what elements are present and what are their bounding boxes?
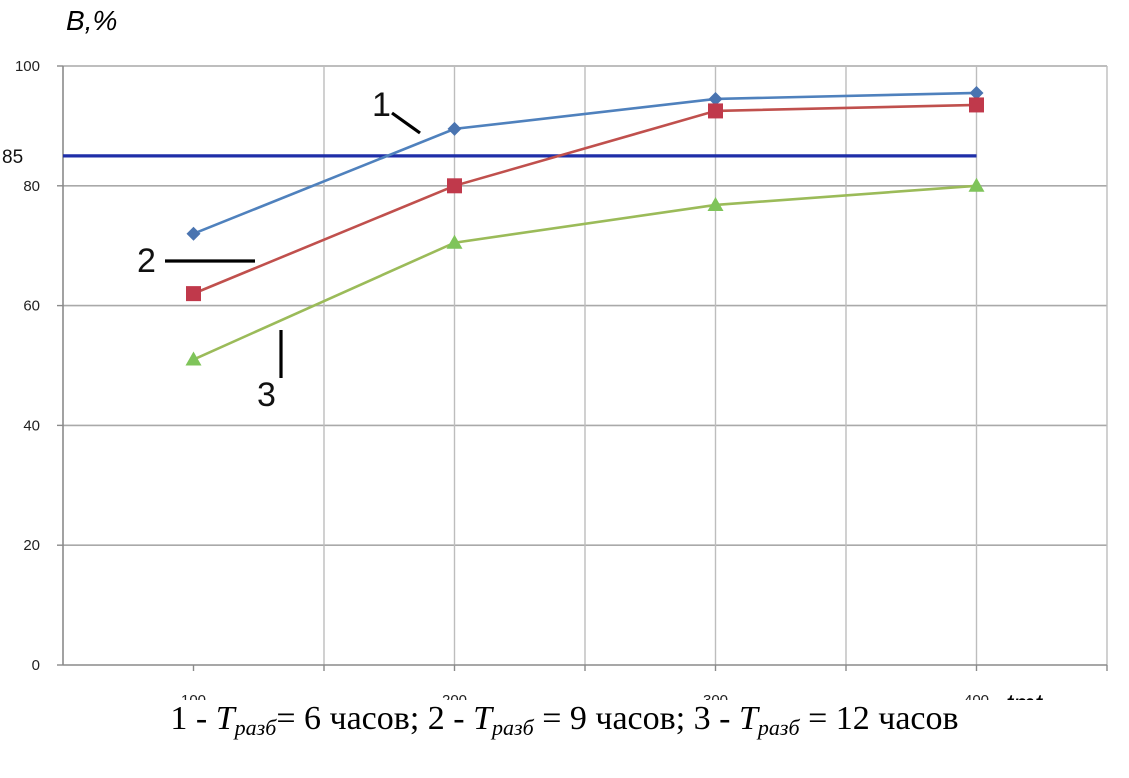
series-1-point [969,85,984,100]
series-1-point [447,121,462,136]
reference-line-label: 85 [2,147,23,168]
x-tick-label: 300 [703,692,728,700]
caption-value-2: = 9 часов [533,700,676,737]
series-3-point [968,177,985,192]
x-tick-label: 200 [442,692,467,700]
series-3-point [446,234,463,249]
caption-value-3: = 12 часов [799,700,959,737]
series-2-point [708,103,723,119]
y-tick-label: 40 [23,417,40,434]
series-1-line [193,91,977,235]
series-2-point [969,97,984,113]
axes [57,65,1108,671]
curve-labels: 1 2 3 [137,86,421,414]
legend-caption: 1 - Tразб= 6 часов; 2 - Tразб = 9 часов;… [0,700,1129,741]
series-1-point [186,226,201,241]
curve-label-1: 1 [372,86,391,124]
chart: 0 20 40 60 80 100 100 200 300 400 85 1 2 3 B,% tmt… [2,5,1108,700]
y-tick-label: 100 [15,58,40,75]
caption-t-symbol: T [738,700,758,737]
grid [63,65,1108,665]
y-tick-label: 20 [23,537,40,554]
y-tick-labels: 0 20 40 60 80 100 [15,58,40,674]
x-axis-label-unit: , час [1042,692,1089,700]
curve-label-2: 2 [137,242,156,280]
series-2-line [193,103,977,295]
series-2-point [447,178,462,194]
caption-t-subscript: разб [234,715,277,740]
series-2-point [186,286,201,302]
series-3-line [192,184,977,361]
reference-line-group: 85 [2,147,977,168]
caption-t-symbol: T [215,700,235,737]
x-tick-label: 100 [181,692,206,700]
caption-t-subscript: разб [757,715,800,740]
caption-prefix-1: 1 - [170,700,216,737]
x-tick-labels: 100 200 300 400 [181,692,989,700]
curve-label-3: 3 [257,376,276,414]
y-tick-label: 80 [23,178,40,195]
y-axis-label: B,% [66,5,117,36]
caption-value-1: = 6 часов [276,700,410,737]
caption-t-symbol: T [473,700,493,737]
y-tick-label: 60 [23,298,40,315]
series-3-point [707,196,724,211]
x-axis-label: tmt, час [1006,688,1089,700]
caption-t-subscript: разб [492,715,534,740]
x-axis-label-var: tmt [1006,688,1044,700]
x-tick-label: 400 [964,692,989,700]
series-3-point [185,351,202,366]
curve-leader-1 [391,111,421,135]
caption-prefix-3: ; 3 - [675,700,739,737]
y-tick-label: 0 [32,657,40,674]
series-group [185,85,985,366]
caption-prefix-2: ; 2 - [409,700,474,737]
y-axis-label-text: B,% [66,5,117,36]
series-1-point [708,91,723,106]
